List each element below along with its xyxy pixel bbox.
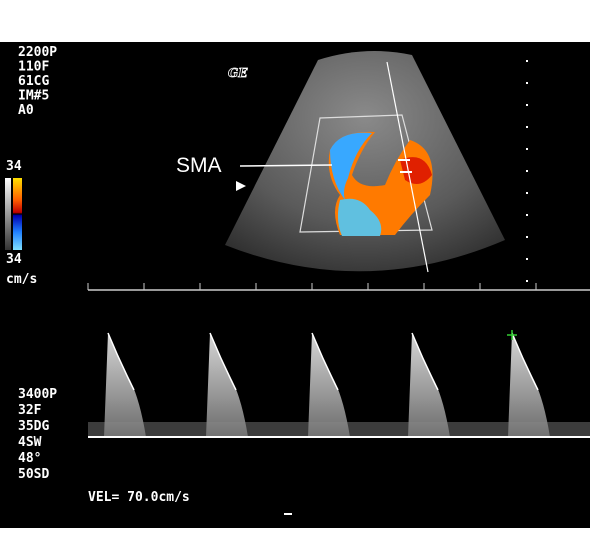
gray-scale-bar: [5, 178, 11, 250]
doppler-waveform-edge: [511, 332, 539, 391]
doppler-setting-label: 50SD: [18, 467, 49, 482]
color-scale-bar: [13, 178, 22, 250]
doppler-waveform: [508, 333, 550, 437]
setting-label: 2200P: [18, 45, 57, 60]
color-flow-red: [400, 157, 432, 184]
doppler-setting-label: 32F: [18, 403, 42, 418]
doppler-setting-label: 4SW: [18, 435, 42, 450]
doppler-setting-label: 3400P: [18, 387, 57, 402]
doppler-waveform-edge: [311, 332, 339, 391]
doppler-waveform: [206, 333, 248, 437]
peak-caliper: [507, 330, 517, 340]
doppler-waveform-edge: [411, 332, 439, 391]
scale-unit: cm/s: [6, 272, 37, 287]
velocity: VEL= 70.0cm/s: [88, 490, 190, 505]
setting-label: A0: [18, 103, 34, 118]
doppler-setting-label: 35DG: [18, 419, 49, 434]
bmode-sector: [225, 51, 505, 272]
doppler-waveform-edge: [209, 332, 237, 391]
logo: GE: [228, 66, 248, 80]
doppler-cursor: [386, 61, 429, 273]
setting-label: IM#5: [18, 89, 49, 104]
color-box: [299, 114, 433, 233]
doppler-waveform: [104, 333, 146, 437]
annotation-line: [239, 164, 333, 167]
annotation: SMA: [176, 154, 222, 177]
doppler-waveform: [308, 333, 350, 437]
focus-marker: [236, 181, 246, 191]
setting-label: 110F: [18, 60, 49, 75]
doppler-waveform-edge: [107, 332, 135, 391]
color-flow-blue: [330, 132, 372, 200]
scale-bar-fill: [320, 518, 470, 524]
scale-min: 34: [6, 252, 22, 267]
doppler-setting-label: 48°: [18, 451, 41, 466]
color-flow-mix: [337, 198, 382, 236]
doppler-waveform: [408, 333, 450, 437]
setting-label: 61CG: [18, 74, 49, 89]
scale-max: 34: [6, 159, 22, 174]
